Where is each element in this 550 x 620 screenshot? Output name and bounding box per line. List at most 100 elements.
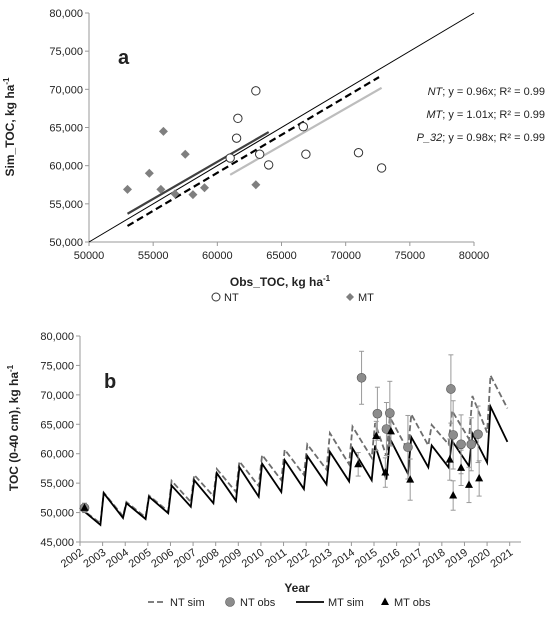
legend-mt-sim-label: MT sim: [328, 597, 364, 609]
panel-b-x-tick-label: 2011: [263, 547, 289, 570]
panel-a-axes: 50,000 55,000 60,000 65,000 70,000 75,000 80,0…: [49, 8, 489, 262]
mt-point: [156, 184, 166, 194]
nt-obs-point: [403, 442, 413, 453]
panel-a-line-nt-fit: [126, 76, 380, 227]
annotation-prefix: MT: [426, 109, 443, 121]
panel-b-x-tick-label: 2020: [466, 547, 493, 571]
mt-obs-point: [449, 491, 458, 499]
panel-a-line-mt-fit: [126, 131, 270, 215]
nt-obs-point: [456, 439, 466, 450]
annotation-text: ; y = 1.01x; R² = 0.99: [442, 109, 545, 121]
mt-point: [158, 126, 168, 136]
panel-a-x-tick-label: 60000: [202, 250, 233, 262]
mt-obs-point: [381, 468, 390, 476]
nt-point: [254, 149, 265, 159]
mt-obs-point: [354, 459, 363, 468]
panel-a-y-tick-label: 55,000: [49, 199, 83, 211]
panel-a-y-tick-label: 80,000: [49, 8, 83, 20]
nt-obs-point: [385, 408, 395, 418]
nt-point: [225, 153, 235, 163]
nt-point: [233, 113, 243, 124]
nt-obs-point: [356, 372, 367, 383]
nt-point: [298, 122, 309, 132]
panel-b-y-tick-label: 80,000: [40, 331, 74, 343]
panel-b-x-tick-label: 2009: [217, 547, 244, 571]
legend-nt-obs-label: NT obs: [240, 597, 276, 609]
panel-a-y-tick-label: 70,000: [49, 84, 83, 96]
nt-obs-point: [446, 384, 456, 394]
annotation-text: ; y = 0.98x; R² = 0.99: [442, 132, 545, 144]
mt-obs-point: [464, 480, 473, 488]
panel-a-scatter: 50,000 55,000 60,000 65,000 70,000 75,000 80,0…: [2, 8, 545, 304]
panel-a-annotation: NT; y = 0.96x; R² = 0.99: [428, 86, 545, 98]
panel-b-x-tick-label: 2005: [127, 547, 154, 571]
legend-mt-marker: [346, 293, 354, 301]
panel-a-annotations: NT; y = 0.96x; R² = 0.99 MT; y = 1.01x; R…: [417, 86, 545, 144]
panel-b-x-tick-label: 2018: [421, 547, 448, 571]
panel-b-ylabel: TOC (0-40 cm), kg ha-1: [6, 364, 21, 491]
panel-a-x-tick-label: 75000: [395, 250, 426, 262]
panel-a-line-1-1: [88, 12, 475, 243]
nt-point: [353, 147, 364, 158]
panel-b-x-tick-label: 2016: [375, 547, 402, 571]
panel-a-x-tick-label: 65000: [266, 250, 297, 262]
panel-b-y-tick-label: 60,000: [40, 449, 74, 461]
annotation-prefix: P_32: [417, 132, 443, 144]
mt-obs-point: [406, 475, 415, 483]
panel-a-x-tick-label: 70000: [330, 250, 361, 262]
panel-b-y-tick-label: 55,000: [40, 478, 74, 490]
legend-mt-label: MT: [358, 292, 374, 304]
panel-a-y-tick-label: 60,000: [49, 161, 83, 173]
mt-obs-point: [475, 473, 484, 482]
mt-point: [170, 189, 180, 199]
nt-point: [376, 163, 387, 173]
nt-point: [231, 133, 242, 143]
panel-a-ylabel: Sim_TOC, kg ha-1: [2, 77, 17, 176]
panel-a-y-tick-label: 75,000: [49, 46, 83, 58]
panel-a-x-tick-label: 55000: [138, 250, 169, 262]
nt-point: [251, 86, 261, 96]
panel-a-legend: NT MT: [211, 292, 374, 304]
panel-b-x-tick-label: 2015: [353, 547, 380, 571]
panel-b-legend: NT sim NT obs MT sim MT obs: [148, 597, 431, 609]
nt-obs-point: [448, 430, 458, 440]
annotation-prefix: NT: [428, 86, 444, 98]
panel-b-x-tick-label: 2004: [104, 547, 131, 571]
panel-b-x-tick-label: 2010: [240, 547, 267, 571]
mt-point: [123, 184, 132, 194]
panel-b-x-tick-label: 2014: [330, 547, 357, 571]
panel-b-x-tick-label: 2021: [488, 547, 515, 571]
panel-b-timeseries: 45,000 50,000 55,000 60,000 65,000 70,000 75,0…: [6, 331, 521, 609]
panel-b-x-tick-label: 2007: [172, 547, 199, 571]
panel-a-label: a: [118, 47, 130, 69]
panel-a-line-p-32-fit: [229, 86, 383, 176]
mt-obs-point: [372, 431, 381, 440]
panel-b-x-tick-label: 2002: [59, 547, 86, 571]
panel-a-y-tick-label: 65,000: [49, 123, 83, 135]
panel-b-y-tick-label: 50,000: [40, 508, 74, 520]
mt-obs-point: [80, 503, 89, 511]
nt-obs-point: [473, 429, 483, 440]
panel-b-sim-lines: [79, 372, 509, 527]
mt-point: [251, 180, 261, 190]
panel-a-x-tick-label: 50000: [74, 250, 105, 262]
panel-b-observations: [79, 350, 484, 514]
panel-a-annotation: MT; y = 1.01x; R² = 0.99: [426, 109, 545, 121]
mt-point: [188, 190, 198, 200]
legend-nt-marker: [211, 292, 221, 302]
annotation-text: ; y = 0.96x; R² = 0.99: [442, 86, 545, 98]
mt-sim-line: [79, 403, 509, 527]
mt-point: [144, 168, 154, 178]
nt-obs-point: [372, 408, 383, 419]
mt-obs-point: [457, 463, 466, 471]
nt-point: [301, 149, 311, 159]
panel-b-x-tick-label: 2013: [308, 547, 335, 571]
panel-b-x-tick-label: 2006: [149, 547, 176, 571]
legend-mt-obs-swatch: [381, 597, 389, 605]
mt-obs-point: [445, 455, 454, 463]
panel-a-points: [123, 86, 387, 200]
mt-point: [200, 183, 209, 193]
panel-b-x-tick-label: 2012: [285, 547, 312, 571]
panel-b-x-tick-label: 2008: [194, 547, 221, 571]
